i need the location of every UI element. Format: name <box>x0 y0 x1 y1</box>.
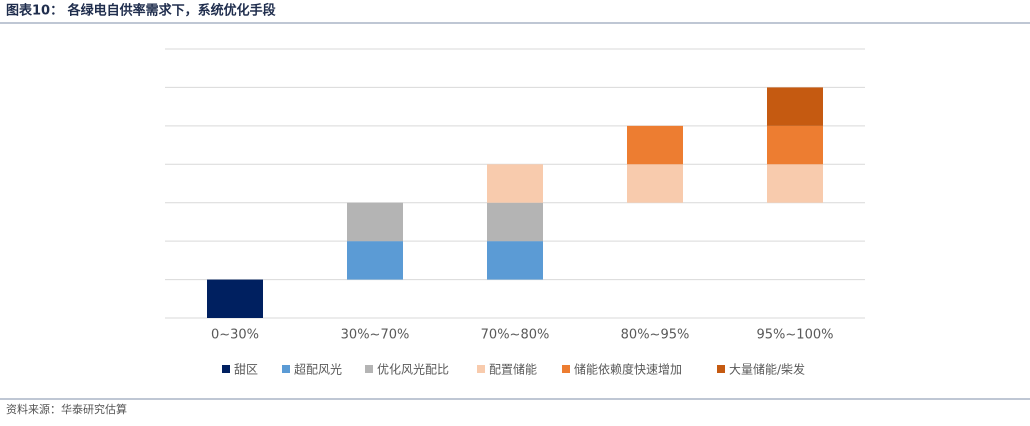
bar <box>627 125 683 165</box>
bar <box>767 164 823 203</box>
bar <box>347 241 403 280</box>
legend-swatch <box>562 365 570 373</box>
legend-label: 大量储能/柴发 <box>729 362 805 377</box>
x-tick-label: 0~30% <box>211 328 259 343</box>
legend-swatch <box>477 365 485 373</box>
x-tick-label: 95%~100% <box>757 328 834 343</box>
legend-swatch <box>222 365 230 373</box>
legend-swatch <box>717 365 725 373</box>
bar <box>487 164 543 203</box>
bar <box>627 164 683 203</box>
bar <box>767 87 823 126</box>
x-tick-label: 80%~95% <box>621 328 690 343</box>
bar <box>207 279 263 318</box>
bar <box>767 125 823 165</box>
x-tick-label: 70%~80% <box>481 328 550 343</box>
bar <box>347 202 403 242</box>
legend-label: 配置储能 <box>489 362 537 377</box>
legend-label: 储能依赖度快速增加 <box>574 362 682 377</box>
legend-swatch <box>282 365 290 373</box>
legend-swatch <box>365 365 373 373</box>
bar <box>487 202 543 242</box>
x-tick-label: 30%~70% <box>341 328 410 343</box>
chart-title: 图表10： 各绿电自供率需求下，系统优化手段 <box>6 3 276 19</box>
legend-label: 优化风光配比 <box>377 363 449 377</box>
legend-label: 超配风光 <box>294 362 342 377</box>
legend-label: 甜区 <box>234 363 258 377</box>
source: 资料来源：华泰研究估算 <box>6 402 127 416</box>
bar <box>487 241 543 280</box>
